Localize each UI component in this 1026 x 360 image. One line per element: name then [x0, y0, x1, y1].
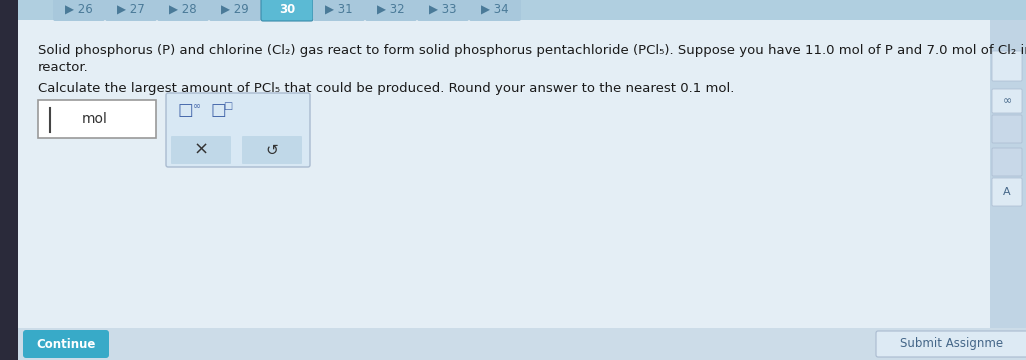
FancyBboxPatch shape	[53, 0, 105, 21]
Text: ▶ 26: ▶ 26	[65, 3, 93, 16]
FancyBboxPatch shape	[38, 100, 156, 138]
Text: □: □	[210, 101, 226, 119]
FancyBboxPatch shape	[876, 331, 1026, 357]
FancyBboxPatch shape	[261, 0, 313, 21]
Bar	[18, 0, 1026, 20]
Text: ▶ 34: ▶ 34	[481, 3, 509, 16]
FancyBboxPatch shape	[157, 0, 209, 21]
Text: ∞: ∞	[1002, 96, 1012, 106]
FancyBboxPatch shape	[105, 0, 157, 21]
Text: Calculate the largest amount of PCl₅ that could be produced. Round your answer t: Calculate the largest amount of PCl₅ tha…	[38, 82, 735, 95]
Text: reactor.: reactor.	[38, 61, 89, 74]
FancyBboxPatch shape	[992, 115, 1022, 143]
FancyBboxPatch shape	[209, 0, 261, 21]
Text: ↺: ↺	[266, 143, 278, 158]
Bar	[18, 20, 990, 330]
FancyBboxPatch shape	[171, 136, 231, 164]
Text: ▶ 28: ▶ 28	[169, 3, 197, 16]
Text: 30: 30	[279, 3, 295, 16]
Text: ▶ 27: ▶ 27	[117, 3, 145, 16]
Bar	[18, 328, 1026, 360]
FancyBboxPatch shape	[992, 148, 1022, 176]
Text: ▶ 32: ▶ 32	[378, 3, 405, 16]
FancyBboxPatch shape	[365, 0, 417, 21]
Text: ×: ×	[194, 141, 208, 159]
Text: Continue: Continue	[36, 338, 95, 351]
Text: □: □	[177, 101, 193, 119]
Bar	[0, 0, 18, 360]
Text: ▶ 29: ▶ 29	[222, 3, 249, 16]
Text: ∞: ∞	[193, 101, 201, 111]
Text: Submit Assignme: Submit Assignme	[901, 338, 1003, 351]
Bar	[990, 20, 1026, 330]
FancyBboxPatch shape	[166, 93, 310, 167]
FancyBboxPatch shape	[417, 0, 469, 21]
FancyBboxPatch shape	[23, 330, 109, 358]
Text: mol: mol	[82, 112, 108, 126]
Text: □: □	[224, 101, 233, 111]
Text: A: A	[1003, 187, 1011, 197]
Text: Solid phosphorus (P) and chlorine (Cl₂) gas react to form solid phosphorus penta: Solid phosphorus (P) and chlorine (Cl₂) …	[38, 44, 1026, 57]
Text: ▶ 31: ▶ 31	[325, 3, 353, 16]
FancyBboxPatch shape	[313, 0, 365, 21]
FancyBboxPatch shape	[992, 178, 1022, 206]
FancyBboxPatch shape	[992, 89, 1022, 113]
FancyBboxPatch shape	[992, 51, 1022, 81]
FancyBboxPatch shape	[242, 136, 302, 164]
FancyBboxPatch shape	[469, 0, 521, 21]
Text: ▶ 33: ▶ 33	[429, 3, 457, 16]
